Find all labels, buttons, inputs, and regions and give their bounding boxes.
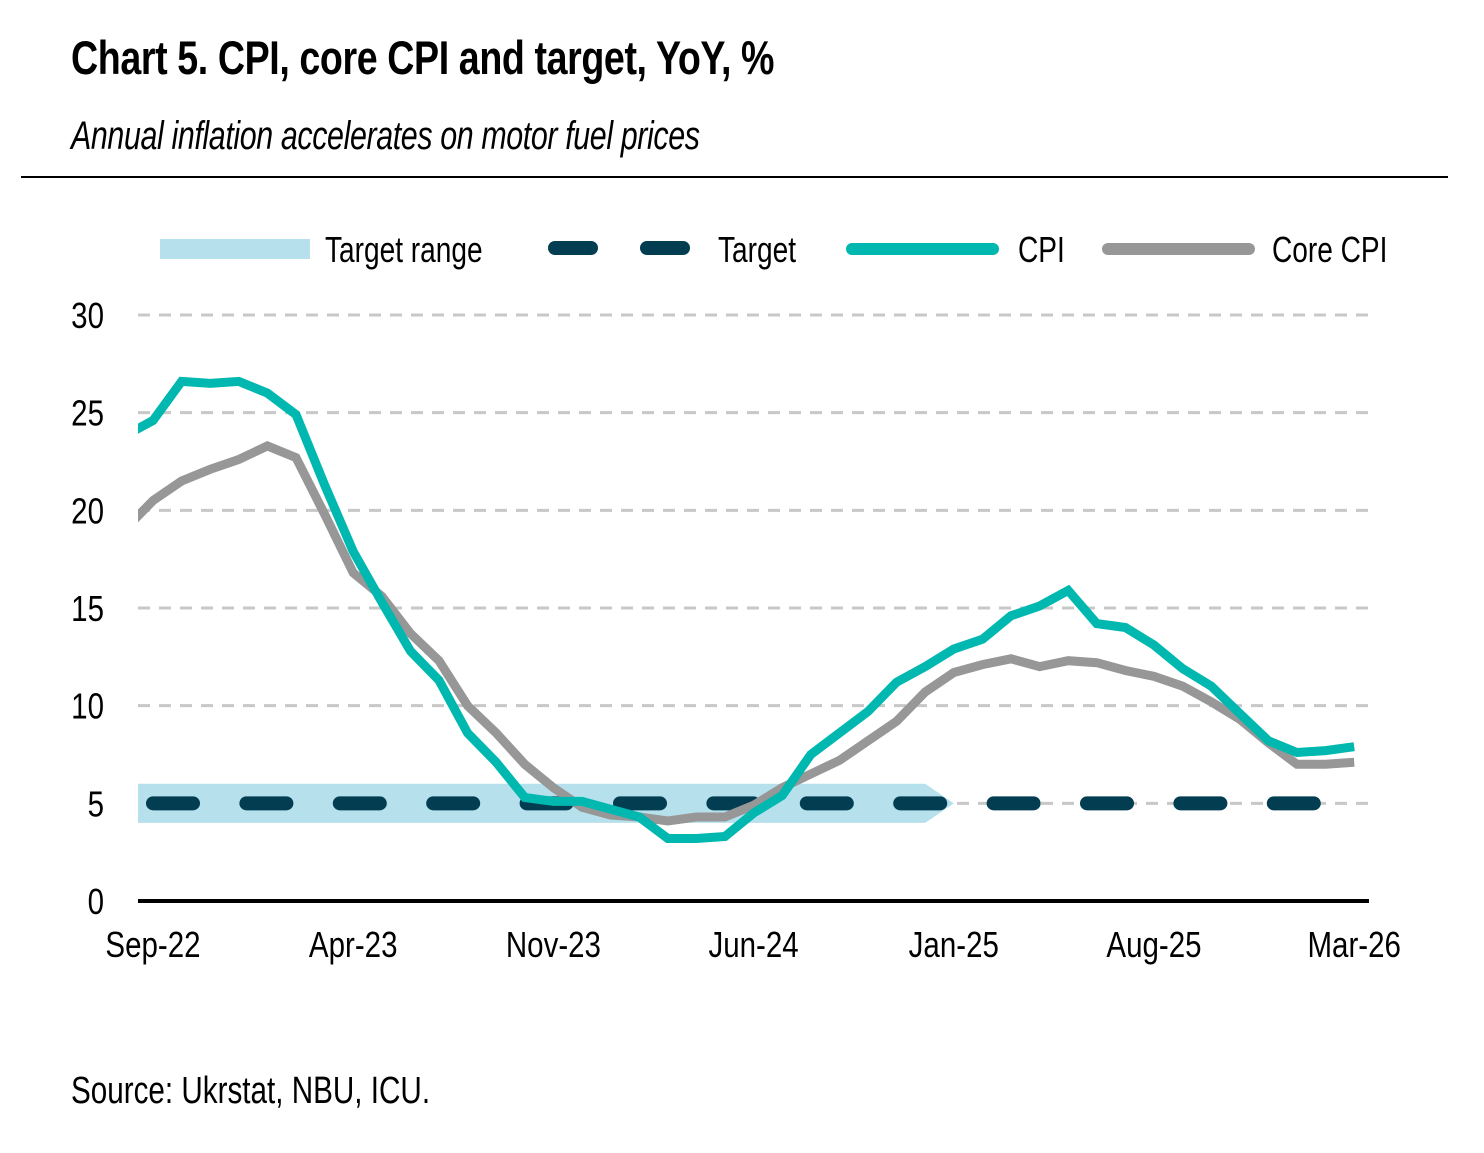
y-tick-label: 5: [88, 784, 104, 824]
x-tick-label: Jan-25: [909, 924, 999, 964]
title-divider: [21, 176, 1448, 178]
legend-label-core-cpi: Core CPI: [1272, 230, 1387, 270]
x-tick-label: Mar-26: [1307, 924, 1400, 964]
legend-label-target: Target: [718, 230, 796, 270]
y-tick-label: 15: [71, 588, 104, 628]
y-tick-label: 0: [88, 881, 104, 921]
chart-title: Chart 5. CPI, core CPI and target, YoY, …: [71, 31, 775, 84]
x-tick-label: Sep-22: [105, 924, 200, 964]
x-tick-label: Jun-24: [708, 924, 798, 964]
y-tick-label: 30: [71, 295, 104, 335]
source-note: Source: Ukrstat, NBU, ICU.: [71, 1070, 431, 1112]
y-tick-label: 10: [71, 686, 104, 726]
y-tick-label: 20: [71, 491, 104, 531]
y-axis-labels: 0 5 10 15 20 25 30: [71, 295, 104, 921]
x-tick-label: Nov-23: [506, 924, 601, 964]
legend-label-target-range: Target range: [325, 230, 483, 270]
x-tick-label: Apr-23: [309, 924, 398, 964]
y-tick-label: 25: [71, 393, 104, 433]
legend: Target range Target CPI Core CPI: [160, 230, 1387, 270]
x-tick-label: Aug-25: [1106, 924, 1201, 964]
plot-area: [138, 376, 1355, 843]
gridlines: [138, 313, 1370, 805]
legend-swatch-target-range: [160, 239, 310, 259]
legend-label-cpi: CPI: [1018, 230, 1065, 270]
core-cpi-line: [138, 440, 1355, 826]
chart-subtitle: Annual inflation accelerates on motor fu…: [71, 114, 700, 158]
x-axis-labels: Sep-22 Apr-23 Nov-23 Jun-24 Jan-25 Aug-25 Mar-…: [105, 924, 1401, 964]
cpi-line: [138, 376, 1355, 843]
